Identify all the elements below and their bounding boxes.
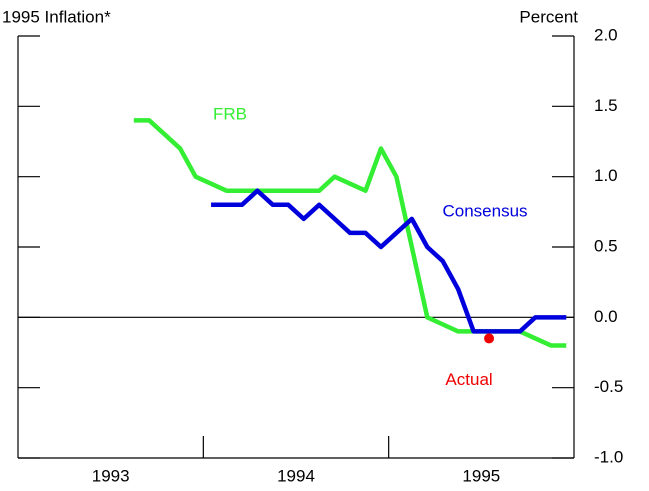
y-tick-label: 1.5 bbox=[594, 96, 618, 115]
point bbox=[484, 333, 495, 344]
y-tick-label: -1.0 bbox=[594, 447, 623, 466]
y-tick-label: 0.5 bbox=[594, 236, 618, 255]
x-tick-label: 1993 bbox=[92, 466, 130, 485]
point-label: Actual bbox=[445, 370, 492, 389]
x-tick-label: 1995 bbox=[462, 466, 500, 485]
y-axis-label: Percent bbox=[519, 7, 578, 26]
series-line bbox=[211, 188, 567, 334]
y-tick-label: 1.0 bbox=[594, 166, 618, 185]
series-label: FRB bbox=[213, 104, 247, 123]
x-tick-label: 1994 bbox=[277, 466, 315, 485]
y-tick-label: 2.0 bbox=[594, 25, 618, 44]
chart-title: 1995 Inflation* bbox=[2, 7, 111, 26]
y-tick-label: -0.5 bbox=[594, 377, 623, 396]
series-label: Consensus bbox=[442, 201, 527, 220]
y-tick-label: 0.0 bbox=[594, 307, 618, 326]
